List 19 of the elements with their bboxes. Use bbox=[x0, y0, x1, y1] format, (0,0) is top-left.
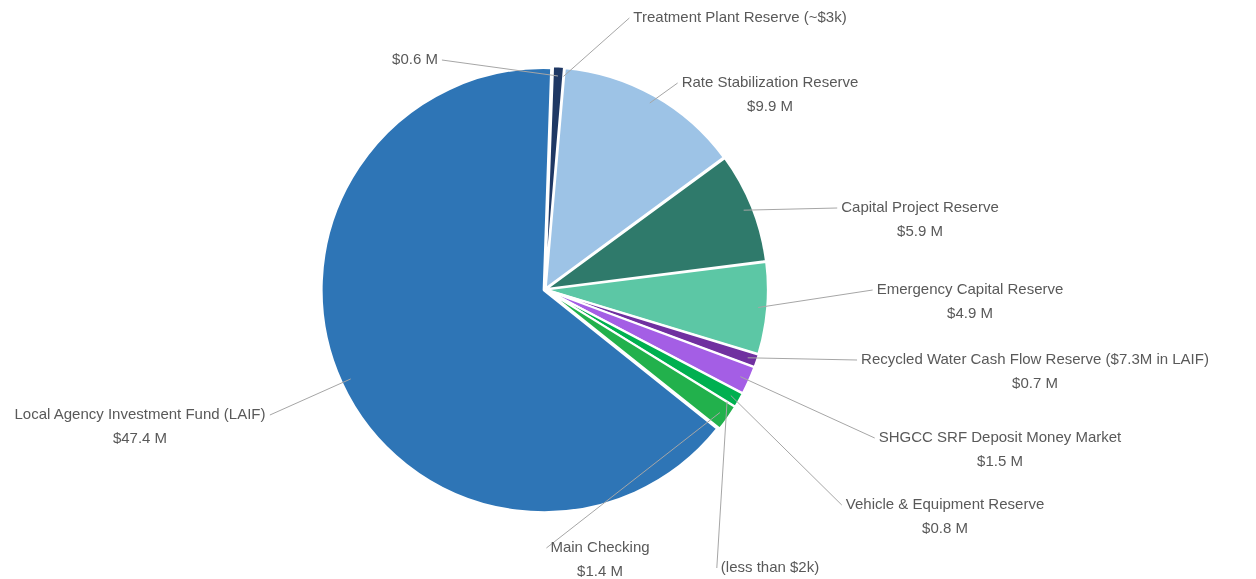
data-label: $0.8 M bbox=[922, 519, 968, 537]
slice-label: Local Agency Investment Fund (LAIF) bbox=[14, 405, 266, 423]
data-label: $5.9 M bbox=[897, 222, 943, 240]
slice-label: Rate Stabilization Reserve bbox=[681, 73, 859, 91]
data-label: $1.4 M bbox=[577, 562, 623, 579]
category-label: (less than $2k) bbox=[720, 558, 820, 576]
data-label: $4.9 M bbox=[947, 304, 993, 322]
slice-label: Recycled Water Cash Flow Reserve ($7.3M in LAIF) bbox=[861, 350, 1209, 368]
data-label: $1.5 M bbox=[977, 452, 1023, 470]
category-label: Treatment Plant Reserve (~$3k) bbox=[633, 8, 847, 26]
slice-label: SHGCC SRF Deposit Money Market bbox=[878, 428, 1123, 446]
slice-label: Capital Project Reserve bbox=[841, 198, 999, 216]
slice-label: Emergency Capital Reserve bbox=[876, 280, 1064, 298]
slice-label: Vehicle & Equipment Reserve bbox=[845, 495, 1045, 513]
data-label: $9.9 M bbox=[747, 97, 793, 115]
data-label: $47.4 M bbox=[112, 429, 168, 447]
data-label: $0.6 M bbox=[392, 50, 438, 68]
data-label: $0.7 M bbox=[1012, 374, 1058, 392]
slice-label: Main Checking bbox=[550, 538, 650, 556]
